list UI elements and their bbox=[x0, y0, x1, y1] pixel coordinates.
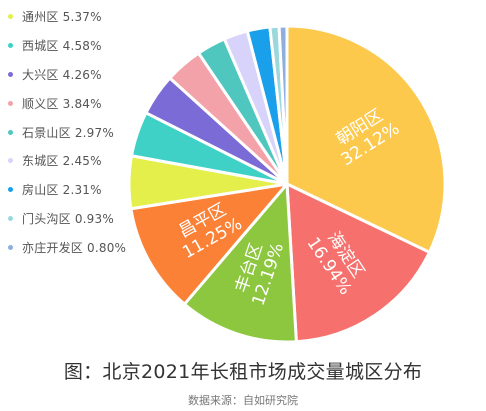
pie-slice bbox=[285, 24, 447, 254]
chart-title: 图：北京2021年长租市场成交量城区分布 bbox=[63, 361, 423, 383]
legend-label: 石景山区 2.97% bbox=[22, 125, 114, 140]
legend-label: 房山区 2.31% bbox=[22, 183, 102, 198]
legend-marker bbox=[8, 100, 13, 106]
legend-item-daxing: 大兴区 4.26% bbox=[8, 60, 138, 89]
pie-slice bbox=[129, 182, 289, 306]
legend-item-dongcheng: 东城区 2.45% bbox=[8, 146, 138, 175]
legend-item-fangshan: 房山区 2.31% bbox=[8, 175, 138, 204]
legend-label: 东城区 2.45% bbox=[22, 154, 102, 169]
pie-slice bbox=[277, 24, 289, 186]
legend-label: 西城区 4.58% bbox=[22, 38, 102, 53]
pie-slice bbox=[285, 182, 431, 344]
legend-marker bbox=[8, 187, 13, 193]
legend-label: 亦庄开发区 0.80% bbox=[22, 241, 127, 256]
legend-label: 门头沟区 0.93% bbox=[22, 212, 114, 227]
legend-marker bbox=[8, 245, 13, 251]
legend: 通州区 5.37% 西城区 4.58% 大兴区 4.26% 顺义区 3.84% … bbox=[8, 2, 138, 262]
legend-marker bbox=[8, 129, 13, 135]
pie-slice bbox=[182, 182, 298, 344]
legend-item-mentougou: 门头沟区 0.93% bbox=[8, 204, 138, 233]
legend-marker bbox=[8, 42, 13, 48]
legend-item-xicheng: 西城区 4.58% bbox=[8, 31, 138, 60]
legend-marker bbox=[8, 216, 13, 222]
legend-marker bbox=[8, 158, 13, 164]
legend-marker bbox=[8, 13, 13, 19]
legend-marker bbox=[8, 71, 13, 77]
legend-item-yizhuang: 亦庄开发区 0.80% bbox=[8, 233, 138, 262]
legend-item-shunyi: 顺义区 3.84% bbox=[8, 89, 138, 118]
legend-label: 大兴区 4.26% bbox=[22, 67, 102, 82]
legend-label: 通州区 5.37% bbox=[22, 9, 102, 24]
chart-source: 数据来源：自如研究院 bbox=[188, 394, 298, 407]
legend-item-tongzhou: 通州区 5.37% bbox=[8, 2, 138, 31]
legend-label: 顺义区 3.84% bbox=[22, 96, 102, 111]
legend-item-shijingshan: 石景山区 2.97% bbox=[8, 118, 138, 147]
